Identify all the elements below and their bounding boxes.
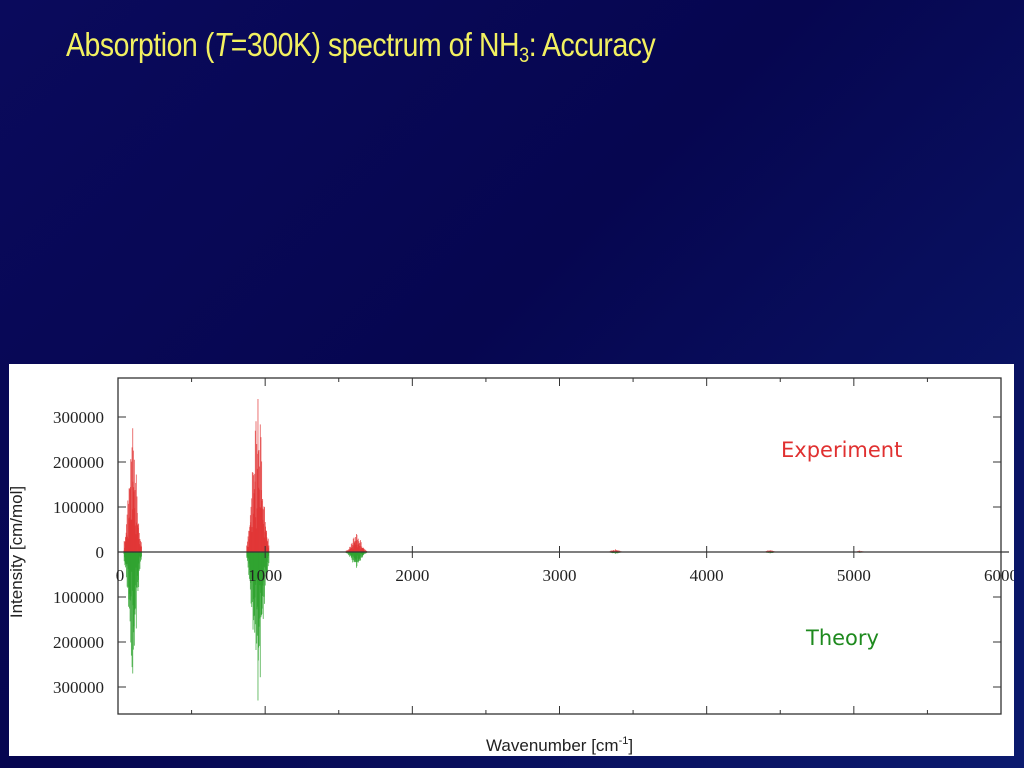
y-tick-label: 100000	[53, 588, 104, 607]
title-part-2: =300K) spectrum of NH	[230, 26, 520, 63]
axes: 0 1000 2000 3000 4000 5000 6000 300000 200000 100…	[53, 378, 1014, 714]
x-tick-label: 4000	[690, 566, 724, 585]
x-tick-label: 0	[116, 566, 125, 585]
x-tick-label: 2000	[395, 566, 429, 585]
x-axis-title: Wavenumber [cm-1]	[486, 735, 633, 755]
y-axis-title: Intensity [cm/mol]	[9, 486, 26, 618]
slide-title: Absorption (T=300K) spectrum of NH3: Acc…	[66, 26, 656, 68]
title-part-1: Absorption (	[66, 26, 214, 63]
chart-panel: 0 1000 2000 3000 4000 5000 6000 300000 200000 100…	[9, 364, 1014, 756]
x-tick-label: 6000	[984, 566, 1014, 585]
x-tick-label: 5000	[837, 566, 871, 585]
theory-label: Theory	[805, 626, 879, 650]
spectrum-lines	[123, 399, 868, 701]
x-tick-label: 1000	[248, 566, 282, 585]
y-tick-label: 200000	[53, 453, 104, 472]
title-part-3: : Accuracy	[528, 26, 656, 63]
x-tick-label: 3000	[543, 566, 577, 585]
y-tick-label: 200000	[53, 633, 104, 652]
spectrum-chart: 0 1000 2000 3000 4000 5000 6000 300000 200000 100…	[9, 377, 1014, 755]
experiment-label: Experiment	[781, 438, 902, 462]
y-tick-label: 100000	[53, 498, 104, 517]
title-subscript: 3	[519, 44, 529, 67]
title-temperature-symbol: T	[213, 26, 231, 63]
y-tick-label: 0	[96, 543, 105, 562]
y-tick-label: 300000	[53, 408, 104, 427]
y-tick-label: 300000	[53, 678, 104, 697]
